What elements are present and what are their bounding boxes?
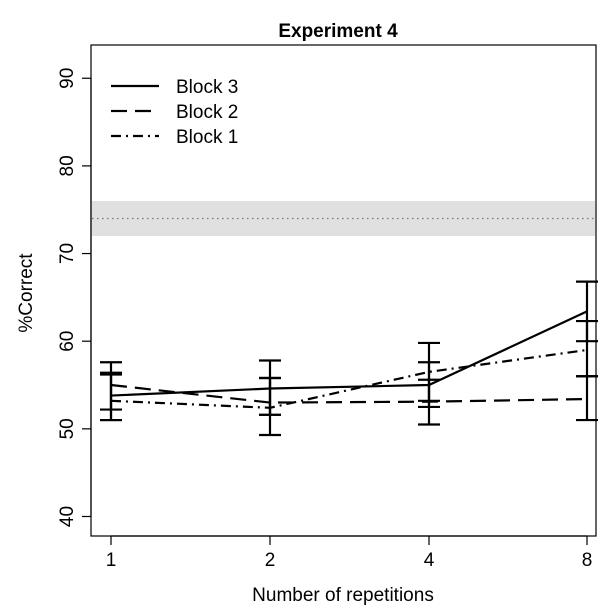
y-tick-label: 80	[57, 155, 78, 176]
x-tick-label: 4	[424, 550, 435, 571]
legend: Block 3 Block 2 Block 1	[111, 77, 238, 148]
error-bar	[259, 376, 281, 416]
x-tick-label: 8	[582, 550, 593, 571]
x-tick-label: 2	[265, 550, 276, 571]
reference-band	[92, 200, 595, 237]
legend-label: Block 1	[176, 127, 238, 148]
y-axis-label: %Correct	[16, 253, 37, 333]
x-axis-label: Number of repetitions	[252, 585, 434, 606]
plot-frame	[90, 44, 597, 537]
error-bar	[100, 371, 122, 422]
chart-title: Experiment 4	[278, 21, 398, 42]
y-tick-label: 60	[57, 331, 78, 352]
error-bar	[576, 319, 598, 378]
series-line-block-1	[110, 348, 588, 409]
series-layer	[100, 280, 598, 437]
y-tick-label: 40	[57, 506, 78, 527]
axes: 40 50 60 70 80 90 1 2 4 8	[57, 68, 592, 571]
y-tick-label: 50	[57, 418, 78, 439]
y-tick-label: 70	[57, 243, 78, 264]
legend-label: Block 2	[176, 102, 238, 123]
x-tick-label: 1	[106, 550, 117, 571]
legend-label: Block 3	[176, 77, 238, 98]
y-tick-label: 90	[57, 68, 78, 89]
error-bar	[418, 341, 440, 402]
series-line-block-2	[110, 383, 588, 404]
series-line-block-3	[110, 310, 588, 397]
